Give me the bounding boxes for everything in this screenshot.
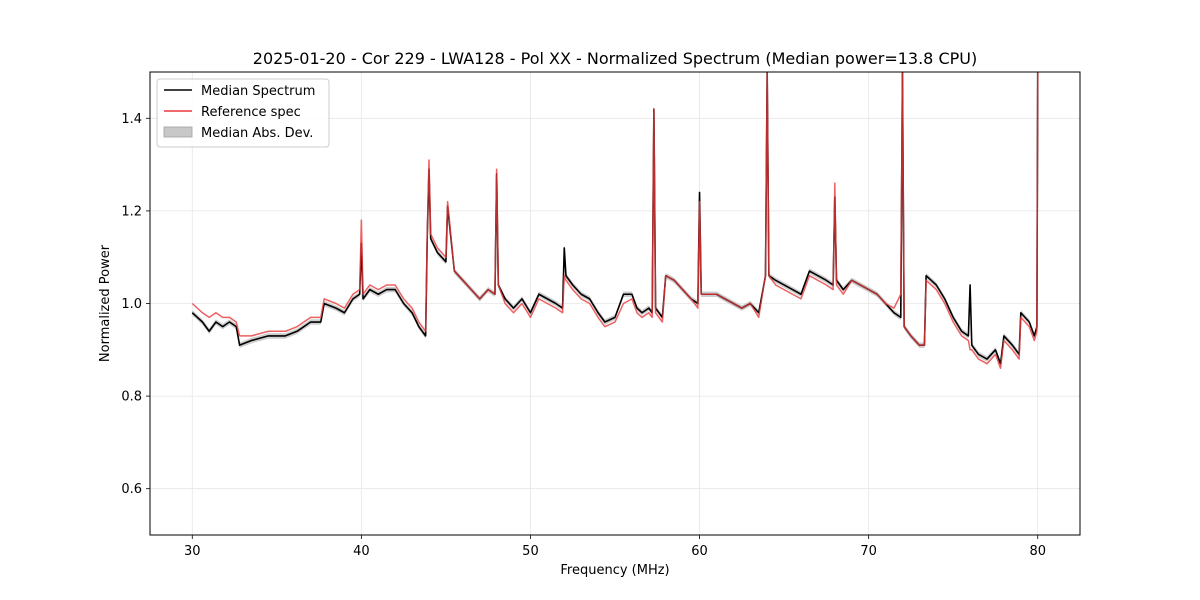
y-axis-ticks: 0.6 0.8 1.0 1.2 1.4 [121,112,150,497]
x-tick-label: 30 [184,544,201,559]
series-layer [191,72,1039,370]
legend-median-spectrum-label: Median Spectrum [201,84,315,99]
median-abs-dev-area [192,72,1038,367]
grid [150,72,1080,535]
legend-mad-label: Median Abs. Dev. [201,126,313,141]
y-tick-label: 1.4 [121,112,142,127]
x-tick-label: 60 [691,544,708,559]
y-tick-label: 1.0 [121,297,142,312]
legend-mad-swatch [163,126,193,138]
reference-spec-line [191,72,1039,370]
legend-reference-spec-label: Reference spec [201,105,301,120]
x-tick-label: 40 [353,544,370,559]
y-tick-label: 0.8 [121,390,142,405]
x-tick-label: 80 [1029,544,1046,559]
y-tick-label: 0.6 [121,482,142,497]
legend-box [156,78,330,148]
x-tick-label: 50 [522,544,539,559]
legend: Median Spectrum Reference spec Median Ab… [156,78,330,148]
x-tick-label: 70 [860,544,877,559]
y-tick-label: 1.2 [121,204,142,219]
y-axis-label: Normalized Power [98,244,113,362]
chart-title: 2025-01-20 - Cor 229 - LWA128 - Pol XX -… [253,49,977,68]
x-axis-ticks: 30 40 50 60 70 80 [184,535,1046,559]
x-axis-label: Frequency (MHz) [560,563,669,578]
median-abs-dev-band [192,72,1038,367]
